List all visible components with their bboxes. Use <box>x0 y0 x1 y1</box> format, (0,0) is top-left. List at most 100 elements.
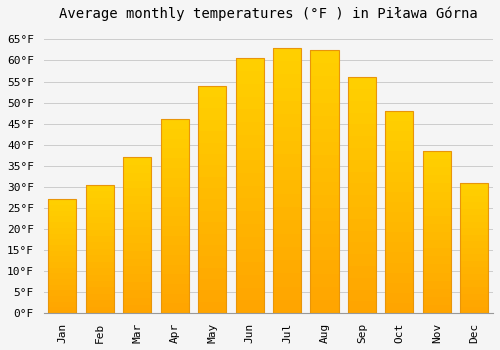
Bar <box>423 208 451 216</box>
Bar <box>160 274 189 284</box>
Bar <box>348 77 376 89</box>
Bar <box>160 177 189 187</box>
Bar <box>273 300 301 313</box>
Bar <box>123 251 152 259</box>
Bar <box>123 181 152 188</box>
Bar <box>123 235 152 243</box>
Bar <box>48 233 76 239</box>
Bar <box>460 235 488 241</box>
Bar <box>310 155 338 168</box>
Bar <box>423 159 451 167</box>
Bar <box>123 188 152 196</box>
Bar <box>198 256 226 268</box>
Bar <box>48 302 76 307</box>
Bar <box>123 298 152 305</box>
Bar <box>86 243 114 249</box>
Bar <box>86 217 114 223</box>
Bar <box>236 250 264 262</box>
Bar <box>123 228 152 235</box>
Bar <box>460 183 488 189</box>
Bar <box>423 240 451 248</box>
Bar <box>423 167 451 175</box>
Bar <box>460 222 488 228</box>
Bar <box>273 194 301 207</box>
Bar <box>160 158 189 168</box>
Bar <box>123 290 152 298</box>
Bar <box>160 119 189 129</box>
Bar <box>310 300 338 313</box>
Bar <box>310 195 338 208</box>
Bar <box>310 129 338 142</box>
Bar <box>86 268 114 274</box>
Bar <box>423 297 451 305</box>
Bar <box>48 251 76 256</box>
Bar <box>460 196 488 202</box>
Bar <box>273 88 301 101</box>
Bar <box>86 236 114 243</box>
Bar <box>310 247 338 260</box>
Bar <box>123 212 152 219</box>
Bar <box>86 300 114 307</box>
Bar <box>123 204 152 212</box>
Bar <box>236 58 264 313</box>
Bar <box>460 307 488 313</box>
Bar <box>348 266 376 278</box>
Bar <box>160 129 189 139</box>
Bar <box>236 71 264 84</box>
Bar <box>423 256 451 265</box>
Bar <box>423 151 451 159</box>
Bar <box>123 157 152 165</box>
Bar <box>386 202 413 212</box>
Bar <box>310 142 338 155</box>
Bar <box>348 301 376 313</box>
Bar <box>310 116 338 129</box>
Bar <box>460 300 488 307</box>
Bar <box>348 101 376 113</box>
Bar <box>386 141 413 152</box>
Bar <box>86 185 114 313</box>
Bar <box>160 294 189 303</box>
Bar <box>386 192 413 202</box>
Bar <box>86 274 114 281</box>
Bar <box>423 289 451 297</box>
Bar <box>160 139 189 148</box>
Bar <box>273 273 301 287</box>
Bar <box>198 97 226 108</box>
Bar <box>198 199 226 211</box>
Bar <box>423 191 451 200</box>
Bar <box>386 131 413 141</box>
Bar <box>198 188 226 200</box>
Bar <box>198 211 226 222</box>
Bar <box>386 222 413 232</box>
Bar <box>423 273 451 281</box>
Bar <box>423 183 451 191</box>
Bar <box>236 186 264 198</box>
Bar <box>160 216 189 226</box>
Bar <box>460 209 488 215</box>
Bar <box>236 122 264 135</box>
Bar <box>386 252 413 262</box>
Bar <box>198 86 226 97</box>
Bar <box>86 191 114 197</box>
Bar <box>198 222 226 233</box>
Bar <box>48 211 76 216</box>
Bar <box>273 287 301 300</box>
Bar <box>86 230 114 236</box>
Bar <box>198 302 226 313</box>
Bar <box>236 135 264 147</box>
Bar <box>348 172 376 183</box>
Bar <box>48 262 76 268</box>
Bar <box>198 279 226 290</box>
Bar <box>273 48 301 313</box>
Bar <box>460 241 488 248</box>
Bar <box>273 167 301 181</box>
Bar <box>198 131 226 142</box>
Bar <box>236 198 264 211</box>
Bar <box>160 206 189 216</box>
Bar <box>423 265 451 273</box>
Bar <box>348 113 376 125</box>
Bar <box>386 273 413 283</box>
Bar <box>160 197 189 206</box>
Bar <box>423 232 451 240</box>
Bar <box>236 160 264 173</box>
